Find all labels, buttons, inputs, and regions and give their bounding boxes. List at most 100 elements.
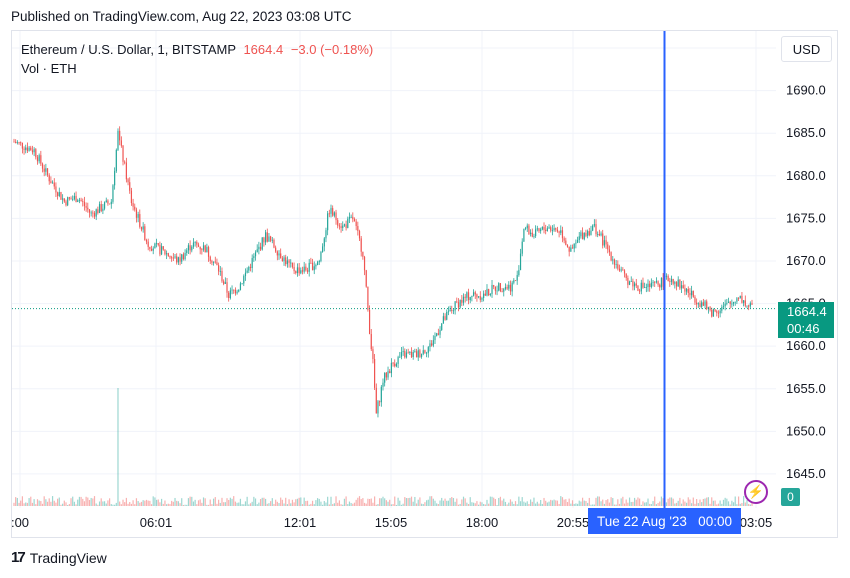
candle-body xyxy=(236,291,238,294)
volume-bar xyxy=(298,497,300,506)
candle-body xyxy=(335,212,337,221)
volume-bar xyxy=(33,499,35,506)
volume-bar xyxy=(112,504,114,506)
candle-body xyxy=(125,162,127,180)
volume-bar xyxy=(253,496,255,506)
volume-bar xyxy=(451,497,453,506)
volume-bar xyxy=(303,497,305,506)
candle-body xyxy=(150,248,153,251)
candle-body xyxy=(120,140,122,146)
candle-body xyxy=(737,298,740,300)
candle-body xyxy=(347,218,349,228)
candle-body xyxy=(375,387,377,414)
x-tick-label: 06:01 xyxy=(140,515,173,530)
volume-bar xyxy=(588,497,590,506)
volume-bar xyxy=(508,502,510,506)
candle-body xyxy=(60,192,62,200)
candle-body xyxy=(436,333,438,336)
candle-body xyxy=(248,267,250,271)
candle-body xyxy=(412,351,414,358)
candle-body xyxy=(229,290,231,299)
candle-body xyxy=(659,284,661,288)
candle-body xyxy=(726,302,728,304)
volume-bar xyxy=(155,499,158,506)
volume-bar xyxy=(358,496,361,506)
candle-body xyxy=(40,155,42,164)
volume-bar xyxy=(516,504,518,506)
candle-body xyxy=(543,226,545,230)
volume-bar xyxy=(110,504,112,506)
candle-body xyxy=(739,295,741,299)
candle-body xyxy=(583,232,585,240)
volume-bar xyxy=(531,501,533,506)
candle-body xyxy=(571,247,574,249)
candle-body xyxy=(642,282,644,288)
candle-body xyxy=(595,224,597,235)
symbol-title[interactable]: Ethereum / U.S. Dollar, 1, BITSTAMP xyxy=(21,42,236,57)
candle-body xyxy=(550,227,552,231)
currency-button[interactable]: USD xyxy=(781,36,832,62)
volume-bar xyxy=(462,496,465,506)
candle-body xyxy=(675,282,678,287)
candle-body xyxy=(748,305,750,307)
candle-body xyxy=(290,262,292,264)
volume-bar xyxy=(702,498,704,506)
volume-bar xyxy=(587,502,589,506)
volume-bar xyxy=(540,499,542,506)
chart-frame[interactable] xyxy=(11,30,838,538)
lightning-icon[interactable]: ⚡ xyxy=(744,480,768,504)
candle-body xyxy=(192,242,195,247)
volume-bar xyxy=(474,503,476,506)
volume-bar xyxy=(706,497,708,506)
volume-bar xyxy=(271,498,273,506)
volume-bar xyxy=(207,504,210,506)
candle-body xyxy=(303,266,305,272)
volume-bar xyxy=(296,498,299,506)
volume-bar xyxy=(254,498,257,506)
candle-body xyxy=(13,141,15,143)
candle-body xyxy=(174,256,176,258)
volume-bar xyxy=(149,500,151,506)
candle-body xyxy=(233,289,235,291)
volume-bar xyxy=(402,503,404,506)
volume-bar xyxy=(479,501,481,506)
candle-body xyxy=(219,270,221,272)
candle-body xyxy=(472,292,475,296)
candle-body xyxy=(422,350,424,354)
volume-bar xyxy=(179,503,181,506)
candle-body xyxy=(300,270,302,274)
candle-body xyxy=(481,298,483,300)
volume-bar xyxy=(452,498,455,506)
candle-body xyxy=(514,280,517,282)
volume-bar xyxy=(48,498,50,506)
candle-body xyxy=(627,278,629,285)
y-tick-label: 1655.0 xyxy=(786,381,826,396)
volume-bar xyxy=(167,503,169,506)
tradingview-branding[interactable]: 17 TradingView xyxy=(11,549,107,566)
volume-bar xyxy=(519,501,522,506)
candle-body xyxy=(385,372,387,378)
volume-bar xyxy=(437,504,439,506)
volume-bar xyxy=(427,499,429,506)
volume-bar xyxy=(645,502,647,506)
candle-body xyxy=(417,350,419,358)
volume-bar xyxy=(13,502,15,506)
candle-body xyxy=(276,251,278,256)
volume-bar xyxy=(633,497,636,506)
candle-body xyxy=(457,302,460,308)
volume-bar xyxy=(689,499,691,506)
volume-bar xyxy=(177,501,179,506)
volume-bar xyxy=(739,503,741,506)
volume-bar xyxy=(426,500,428,506)
candle-body xyxy=(694,296,696,303)
x-tick-label: 03:05 xyxy=(740,515,773,530)
volume-legend[interactable]: Vol · ETH xyxy=(21,61,77,76)
candle-body xyxy=(239,283,242,290)
candle-body xyxy=(87,207,89,210)
y-tick-label: 1690.0 xyxy=(786,83,826,98)
volume-bar xyxy=(362,498,364,506)
candle-body xyxy=(358,230,361,239)
volume-bar xyxy=(212,498,215,506)
candle-body xyxy=(618,268,621,271)
